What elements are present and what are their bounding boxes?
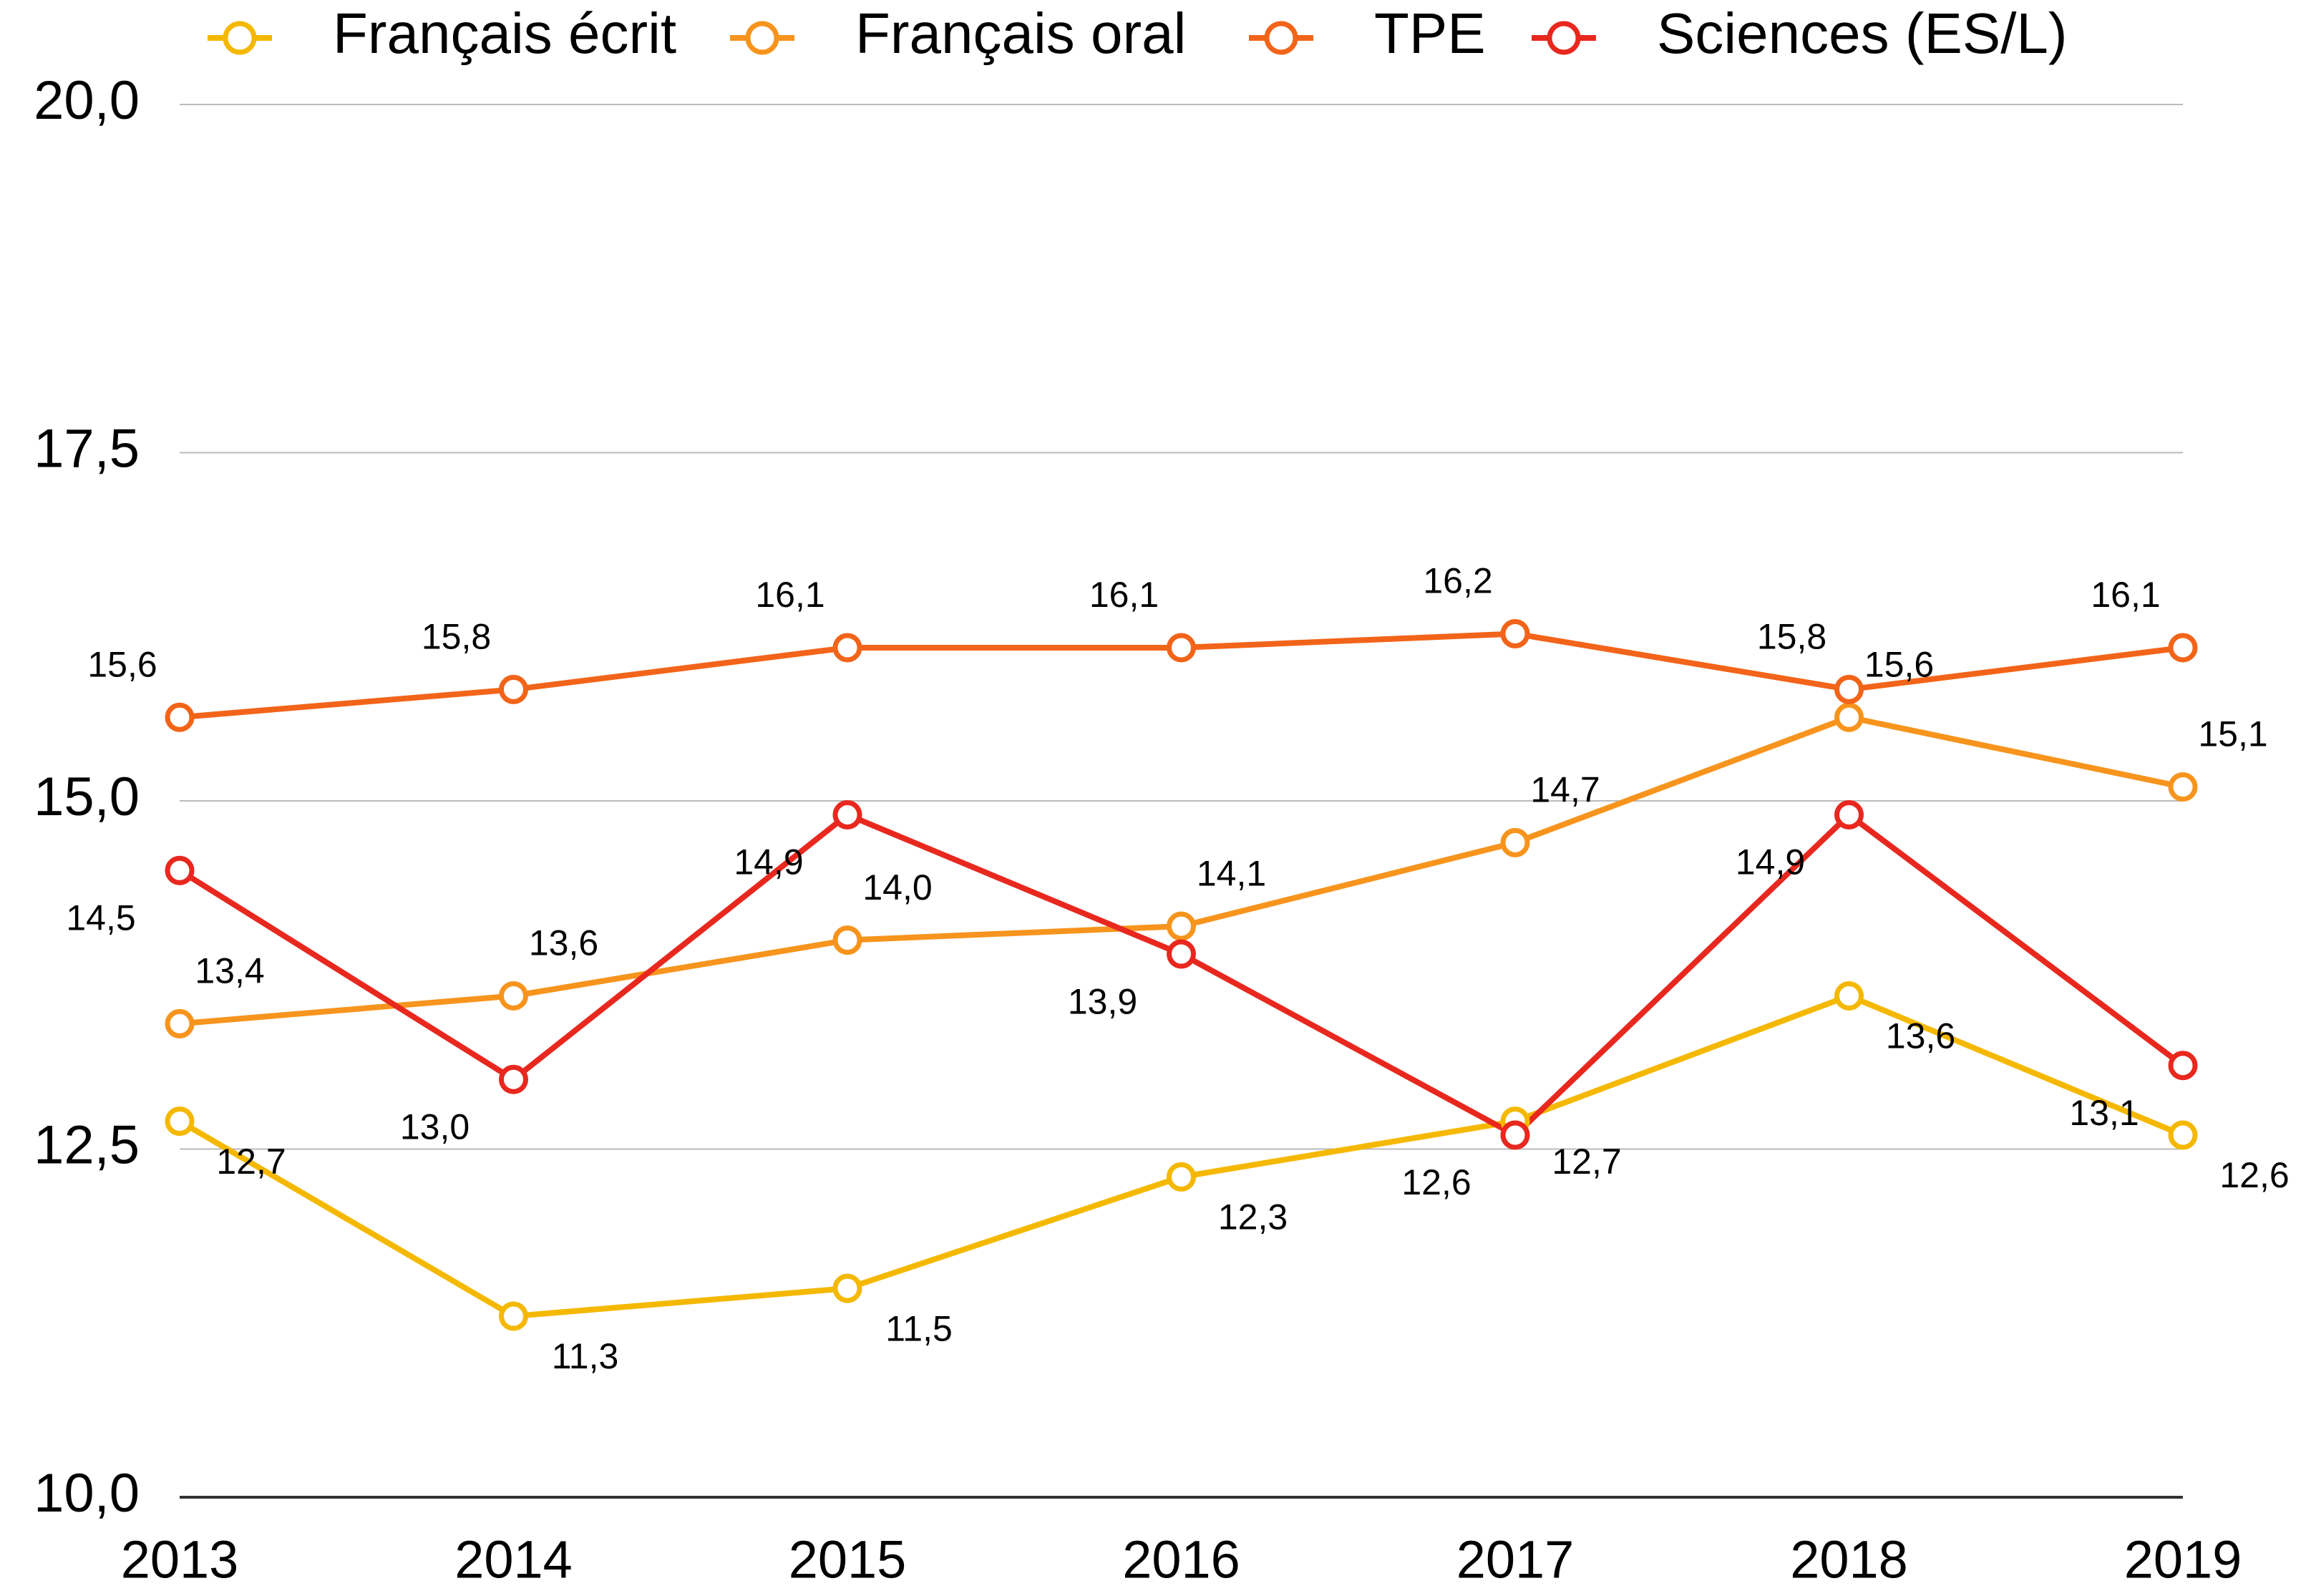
legend-label: TPE: [1374, 1, 1486, 65]
x-tick-label: 2019: [2124, 1530, 2242, 1590]
data-point: [1500, 618, 1530, 648]
data-point: [165, 1008, 195, 1038]
data-point: [1167, 1162, 1196, 1192]
data-point: [1167, 633, 1196, 663]
data-label: 12,7: [1552, 1142, 1621, 1182]
data-point: [2168, 772, 2198, 802]
data-label: 13,1: [2069, 1093, 2139, 1133]
x-tick-label: 2013: [121, 1530, 239, 1590]
y-tick-label: 20,0: [34, 70, 140, 131]
data-point: [832, 799, 862, 829]
data-label: 14,9: [1736, 842, 1805, 882]
x-tick-label: 2014: [454, 1530, 573, 1590]
data-label: 15,8: [422, 617, 491, 657]
data-point: [499, 1301, 528, 1331]
data-point: [832, 633, 862, 663]
data-point: [2168, 633, 2198, 663]
data-label: 14,9: [734, 842, 803, 882]
data-label: 16,1: [2091, 575, 2160, 615]
data-point: [1500, 827, 1530, 857]
data-point: [499, 1064, 528, 1094]
data-label: 12,6: [2219, 1155, 2289, 1195]
data-point: [1834, 799, 1864, 829]
data-point: [832, 925, 862, 955]
data-label: 11,5: [885, 1308, 953, 1348]
data-point: [165, 1106, 195, 1137]
legend-marker: [223, 21, 257, 55]
data-point: [165, 702, 195, 732]
series-line: [179, 714, 2184, 1027]
data-point: [1500, 1120, 1530, 1150]
data-point: [499, 674, 528, 704]
y-tick-label: 10,0: [34, 1463, 140, 1524]
y-tick-label: 17,5: [34, 419, 140, 480]
data-label: 12,6: [1401, 1162, 1471, 1202]
data-label: 15,8: [1757, 617, 1826, 657]
x-tick-label: 2016: [1122, 1530, 1240, 1590]
legend-marker: [1547, 21, 1581, 55]
data-label: 14,7: [1530, 770, 1600, 810]
data-point: [1834, 702, 1864, 732]
data-point: [2168, 1051, 2198, 1081]
data-label: 16,1: [1089, 575, 1159, 615]
data-label: 13,9: [1068, 981, 1137, 1021]
data-label: 15,1: [2198, 714, 2267, 754]
data-label: 15,6: [1864, 644, 1934, 684]
data-point: [2168, 1120, 2198, 1150]
data-label: 13,0: [400, 1106, 470, 1147]
data-point: [165, 855, 195, 885]
data-point: [1834, 674, 1864, 704]
x-tick-label: 2018: [1790, 1530, 1908, 1590]
data-label: 13,4: [195, 951, 264, 991]
data-label: 13,6: [1886, 1016, 1955, 1056]
data-label: 16,2: [1423, 561, 1492, 601]
x-tick-label: 2015: [789, 1530, 907, 1590]
series-line: [177, 993, 2184, 1320]
data-label: 16,1: [755, 575, 824, 615]
data-label: 14,0: [862, 867, 932, 908]
data-label: 12,3: [1218, 1197, 1288, 1237]
data-label: 15,6: [87, 644, 157, 684]
series-line: [177, 812, 2185, 1139]
y-tick-label: 12,5: [34, 1115, 140, 1176]
data-label: 13,6: [529, 923, 598, 963]
y-tick-label: 15,0: [34, 767, 140, 827]
data-label: 12,7: [216, 1142, 286, 1182]
legend-label: Français oral: [855, 1, 1186, 65]
data-point: [832, 1273, 862, 1303]
data-label: 11,3: [552, 1336, 619, 1376]
data-point: [499, 981, 528, 1011]
legend-label: Sciences (ES/L): [1657, 1, 2068, 65]
legend-marker: [745, 21, 779, 55]
data-label: 14,1: [1197, 853, 1266, 893]
data-point: [1167, 911, 1196, 941]
legend-label: Français écrit: [333, 1, 676, 65]
data-label: 14,5: [66, 898, 135, 938]
legend-marker: [1264, 21, 1298, 55]
data-point: [1167, 939, 1196, 969]
x-tick-label: 2017: [1456, 1530, 1575, 1590]
data-point: [1834, 981, 1864, 1011]
